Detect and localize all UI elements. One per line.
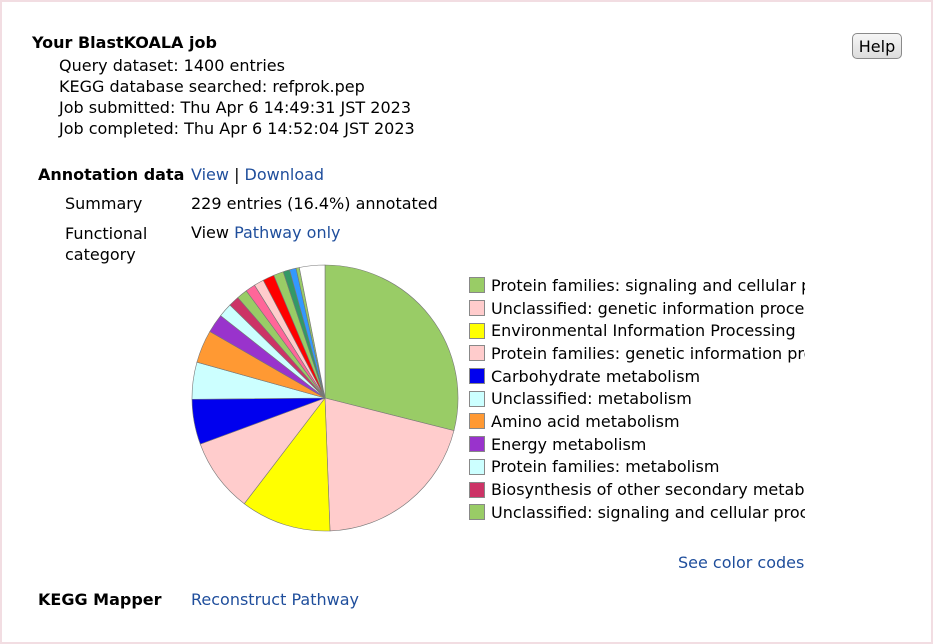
job-info: Query dataset: 1400 entries KEGG databas…: [59, 55, 415, 139]
pie-slice[interactable]: [324, 397, 455, 532]
help-button[interactable]: Help: [852, 33, 902, 59]
legend-swatch: [469, 300, 485, 317]
legend-item: Energy metabolism: [469, 433, 805, 456]
link-separator: |: [234, 165, 240, 184]
database-searched: KEGG database searched: refprok.pep: [59, 77, 365, 96]
kegg-mapper-label: KEGG Mapper: [38, 590, 162, 609]
functional-label-line2: category: [65, 245, 136, 264]
legend-item: Unclassified: signaling and cellular pro…: [469, 501, 805, 524]
legend-label: Carbohydrate metabolism: [491, 366, 701, 386]
pathway-only-link[interactable]: Pathway only: [234, 223, 341, 242]
legend-swatch: [469, 458, 485, 475]
legend-swatch: [469, 481, 485, 498]
legend-item: Protein families: genetic information pr…: [469, 342, 805, 365]
legend-item: Protein families: metabolism: [469, 456, 805, 479]
functional-category-label: Functional category: [65, 223, 147, 265]
legend-item: Amino acid metabolism: [469, 410, 805, 433]
legend-label: Unclassified: signaling and cellular pro…: [491, 502, 805, 522]
legend-swatch: [469, 413, 485, 430]
legend-label: Energy metabolism: [491, 434, 647, 454]
legend-item: Unclassified: metabolism: [469, 387, 805, 410]
functional-label-line1: Functional: [65, 224, 148, 243]
legend-label: Protein families: genetic information pr…: [491, 343, 805, 363]
pie-legend: Protein families: signaling and cellular…: [469, 274, 805, 524]
pie-slice[interactable]: [243, 397, 331, 532]
pie-slice[interactable]: [298, 264, 326, 399]
legend-label: Amino acid metabolism: [491, 411, 680, 431]
job-title: Your BlastKOALA job: [32, 33, 217, 52]
summary-label: Summary: [65, 194, 143, 213]
legend-label: Protein families: signaling and cellular…: [491, 275, 805, 295]
legend-label: Biosynthesis of other secondary metaboli…: [491, 480, 805, 500]
legend-swatch: [469, 436, 485, 453]
pie-slice[interactable]: [324, 264, 459, 431]
job-completed: Job completed: Thu Apr 6 14:52:04 JST 20…: [59, 119, 415, 138]
legend-swatch: [469, 390, 485, 407]
see-color-codes-link[interactable]: See color codes: [678, 553, 805, 572]
legend-label: Unclassified: metabolism: [491, 389, 692, 409]
job-submitted: Job submitted: Thu Apr 6 14:49:31 JST 20…: [59, 98, 412, 117]
legend-item: Carbohydrate metabolism: [469, 365, 805, 388]
summary-value: 229 entries (16.4%) annotated: [191, 194, 438, 213]
legend-item: Biosynthesis of other secondary metaboli…: [469, 478, 805, 501]
reconstruct-pathway-link[interactable]: Reconstruct Pathway: [191, 590, 359, 609]
legend-swatch: [469, 345, 485, 362]
view-prefix: View: [191, 223, 229, 242]
query-dataset: Query dataset: 1400 entries: [59, 56, 285, 75]
legend-swatch: [469, 368, 485, 385]
legend-label: Protein families: metabolism: [491, 457, 720, 477]
legend-swatch: [469, 504, 485, 521]
legend-swatch: [469, 322, 485, 339]
functional-view: View Pathway only: [191, 223, 341, 242]
annotation-links: View | Download: [191, 165, 324, 184]
annotation-data-label: Annotation data: [38, 165, 185, 184]
legend-label: Unclassified: genetic information proces…: [491, 298, 805, 318]
legend-item: Protein families: signaling and cellular…: [469, 274, 805, 297]
view-link[interactable]: View: [191, 165, 229, 184]
legend-item: Environmental Information Processing: [469, 319, 805, 342]
legend-swatch: [469, 277, 485, 294]
legend-item: Unclassified: genetic information proces…: [469, 297, 805, 320]
legend-label: Environmental Information Processing: [491, 321, 796, 341]
functional-category-pie-chart[interactable]: [187, 260, 463, 536]
download-link[interactable]: Download: [244, 165, 325, 184]
